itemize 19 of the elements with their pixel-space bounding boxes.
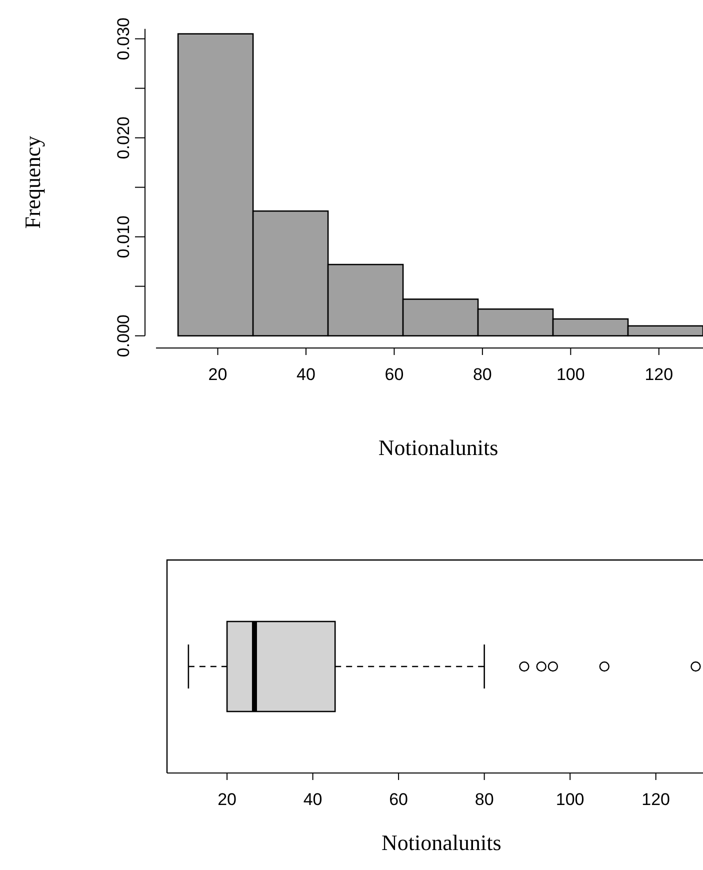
- x-tick-label: 120: [644, 365, 674, 384]
- x-tick-label: 80: [472, 365, 492, 384]
- y-tick-label: 0.000: [114, 314, 133, 358]
- x-axis-title: Notionalunits: [382, 830, 502, 855]
- x-tick-label: 120: [642, 790, 670, 810]
- x-tick-label: 60: [384, 365, 404, 384]
- x-tick-label: 20: [208, 365, 228, 384]
- x-tick-label: 100: [556, 365, 585, 384]
- x-tick-label: 100: [556, 790, 584, 810]
- y-axis-title: Frequency: [20, 136, 45, 229]
- x-tick-label: 80: [474, 790, 494, 810]
- x-axis-title: Notionalunits: [378, 435, 498, 460]
- x-tick-label: 40: [296, 365, 316, 384]
- x-tick-label: 20: [218, 790, 236, 810]
- x-tick-label: 60: [389, 790, 408, 810]
- y-tick-label: 0.020: [114, 116, 133, 160]
- x-tick-label: 40: [303, 790, 322, 810]
- y-tick-label: 0.010: [114, 216, 133, 258]
- y-tick-label: 0.030: [114, 18, 133, 60]
